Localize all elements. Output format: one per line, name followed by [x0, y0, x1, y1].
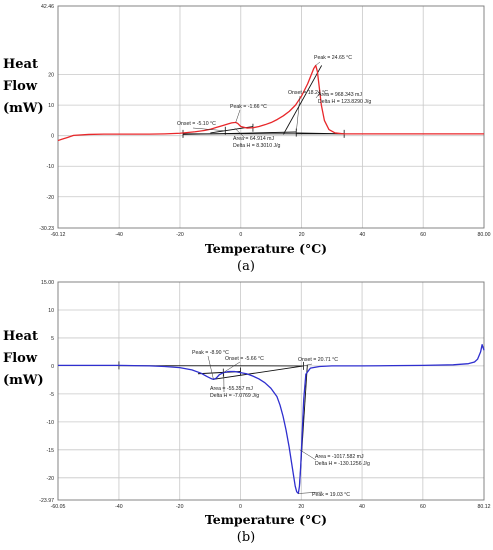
annotation-leader — [315, 61, 321, 66]
y-tick-label: -30.23 — [39, 226, 54, 232]
x-tick-label: -60.12 — [51, 232, 66, 238]
y-tick-label: -5 — [49, 392, 54, 398]
x-tick-label: -20 — [176, 504, 184, 510]
x-tick-label: 0 — [239, 232, 242, 238]
series-line — [57, 64, 484, 142]
y-tick-label: 42.46 — [41, 4, 54, 10]
y-label-line: Heat — [3, 329, 38, 344]
x-tick-label: 0 — [239, 504, 242, 510]
annotation-label: Delta H = -130.1256 J/g — [315, 461, 370, 467]
y-axis-label-a: Heat Flow (mW) — [3, 54, 44, 120]
plot-frame — [57, 5, 485, 229]
x-axis-label-b: Temperature (°C) — [204, 512, 328, 527]
x-tick-label: -20 — [176, 232, 184, 238]
series-line — [58, 344, 485, 495]
baseline-construction-line — [213, 365, 304, 380]
annotation-label: Peak = 19.03 °C — [312, 492, 350, 498]
annotation-label: Delta H = 8.3010 J/g — [233, 143, 281, 149]
plot-frame — [57, 281, 485, 501]
annotation-leader — [235, 109, 241, 123]
baseline-construction-line — [282, 65, 323, 135]
panel-label-a: (a) — [237, 259, 255, 274]
x-tick-label: 80.00 — [478, 232, 491, 238]
annotation-label: Onset = -5.10 °C — [177, 121, 216, 127]
annotation-leader — [234, 127, 246, 139]
x-tick-label: -60.05 — [51, 504, 66, 510]
annotation-label: Area = -55.357 mJ — [210, 386, 253, 392]
y-tick-label: -15 — [47, 448, 55, 454]
x-tick-label: 20 — [298, 504, 304, 510]
annotation-label: Delta H = -7.0769 J/g — [210, 393, 259, 399]
annotation-leader — [298, 491, 323, 494]
chart-a: -60.12 -40 -20 0 20 40 60 80.00 42.46 20 10 0 -10 -20… — [39, 4, 491, 238]
baseline-construction-line — [183, 131, 297, 135]
y-label-line: Heat — [3, 57, 38, 72]
y-tick-label: -23.97 — [39, 498, 54, 504]
annotation-label: Area = 968.343 mJ — [318, 92, 362, 98]
annotation-label: Peak = -8.90 °C — [192, 350, 229, 356]
annotation-label: Onset = 20.71 °C — [298, 357, 338, 363]
annotation-leader — [315, 92, 321, 99]
y-tick-label: -20 — [47, 476, 55, 482]
y-tick-label: 10 — [48, 308, 54, 314]
x-tick-label: 60 — [420, 232, 426, 238]
annotation-label: Peak = -1.66 °C — [230, 104, 267, 110]
x-tick-label: 60 — [420, 504, 426, 510]
y-label-line: Flow — [3, 79, 38, 94]
annotation-label: Delta H = 123.8290 J/g — [318, 99, 371, 105]
y-label-line: Flow — [3, 351, 38, 366]
x-axis-label-a: Temperature (°C) — [204, 241, 328, 256]
annotation-leader — [207, 355, 214, 380]
y-tick-label: 0 — [51, 364, 54, 370]
x-tick-label: -40 — [115, 504, 123, 510]
y-label-line: (mW) — [3, 373, 44, 388]
annotation-label: Peak = 24.65 °C — [314, 55, 352, 61]
y-tick-label: -10 — [47, 164, 55, 170]
x-tick-label: 80.12 — [478, 504, 491, 510]
x-tick-label: 40 — [359, 504, 365, 510]
x-tick-label: 40 — [359, 232, 365, 238]
y-tick-label: 20 — [48, 73, 54, 79]
chart-b: -60.05 -40 -20 0 20 40 60 80.12 15.00 10 5 0 -5 -10 -1… — [39, 280, 491, 510]
y-tick-label: 0 — [51, 134, 54, 140]
y-tick-label: -10 — [47, 420, 55, 426]
annotation-leader — [295, 95, 301, 133]
y-tick-label: 5 — [51, 336, 54, 342]
annotation-label: Onset = 18.24 °C — [288, 90, 328, 96]
annotation-label: Area = 64.914 mJ — [233, 136, 274, 142]
y-tick-label: -20 — [47, 195, 55, 201]
y-tick-label: 15.00 — [41, 280, 54, 286]
annotation-leader — [192, 127, 226, 132]
y-label-line: (mW) — [3, 101, 44, 116]
panel-label-b: (b) — [236, 530, 256, 545]
annotation-leader — [303, 363, 313, 367]
annotation-label: Onset = -5.66 °C — [225, 356, 264, 362]
x-tick-label: 20 — [299, 232, 305, 238]
x-tick-label: -40 — [115, 232, 123, 238]
annotation-leader — [223, 361, 241, 373]
annotation-label: Area = -1017.582 mJ — [315, 454, 364, 460]
y-axis-label-b: Heat Flow (mW) — [3, 326, 44, 392]
y-tick-label: 10 — [48, 103, 54, 109]
annotation-leader — [299, 449, 317, 461]
